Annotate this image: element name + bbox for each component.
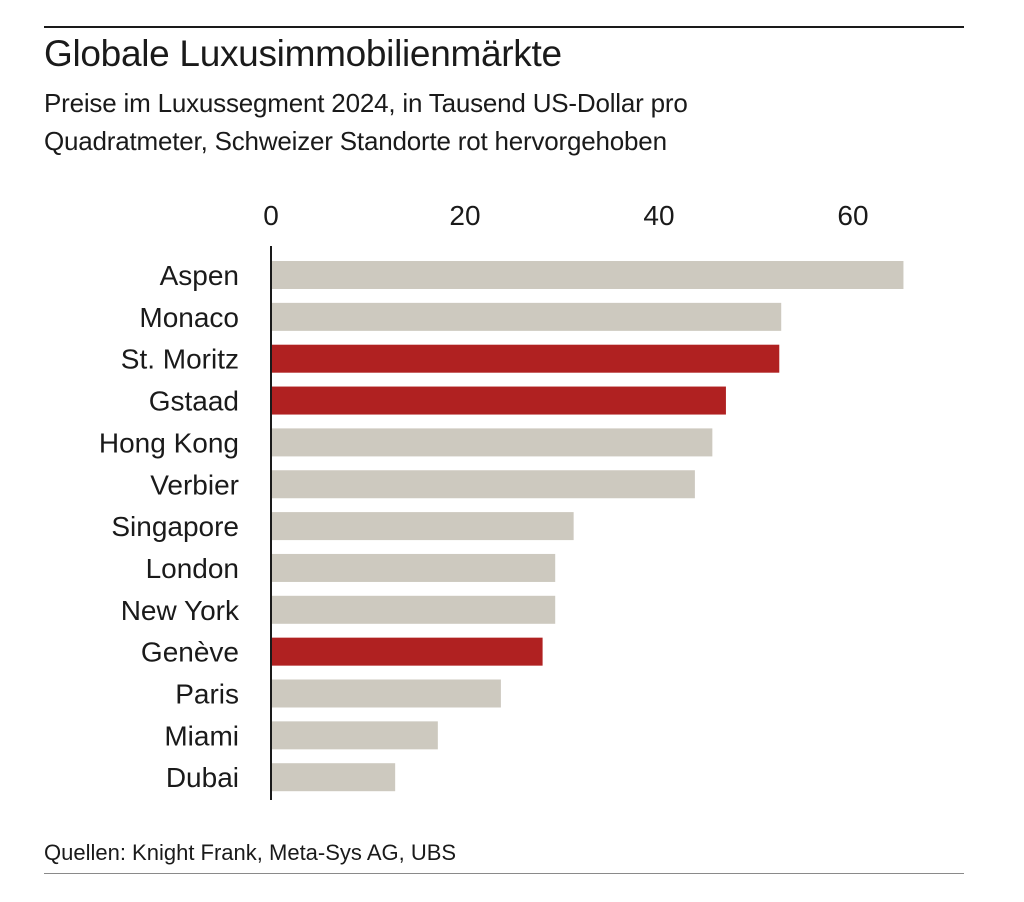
category-label: St. Moritz xyxy=(121,344,239,375)
category-label: Singapore xyxy=(111,511,239,542)
chart-subtitle: Preise im Luxussegment 2024, in Tausend … xyxy=(44,88,688,156)
bar-gen-ve xyxy=(271,637,543,666)
category-label: Miami xyxy=(164,720,239,751)
bar-verbier xyxy=(271,470,695,499)
bar-hong-kong xyxy=(271,428,713,457)
category-label: Monaco xyxy=(139,302,239,333)
category-label: Paris xyxy=(175,679,239,710)
bar-dubai xyxy=(271,763,396,792)
bar-miami xyxy=(271,721,438,750)
category-label: London xyxy=(146,553,239,584)
category-label: New York xyxy=(121,595,240,626)
x-tick-label: 40 xyxy=(643,200,674,231)
category-label: Gstaad xyxy=(149,386,239,417)
category-label: Genève xyxy=(141,637,239,668)
bar-monaco xyxy=(271,302,782,331)
x-axis-ticks: 0 20 40 60 xyxy=(263,200,868,231)
bar-aspen xyxy=(271,261,904,289)
bar-new-york xyxy=(271,595,556,624)
category-label: Dubai xyxy=(166,762,239,793)
x-tick-label: 20 xyxy=(449,200,480,231)
chart-title: Globale Luxusimmobilienmärkte xyxy=(44,33,562,74)
source-note: Quellen: Knight Frank, Meta-Sys AG, UBS xyxy=(44,840,457,865)
x-tick-label: 60 xyxy=(837,200,868,231)
x-tick-label: 0 xyxy=(263,200,279,231)
bar-st-moritz xyxy=(271,344,780,373)
category-label: Hong Kong xyxy=(99,427,239,458)
bars xyxy=(271,261,904,792)
category-label: Verbier xyxy=(150,469,239,500)
bar-paris xyxy=(271,679,501,708)
top-rule xyxy=(44,26,964,28)
category-labels: Aspen Monaco St. Moritz Gstaad Hong Kong Verb… xyxy=(99,260,240,793)
bar-gstaad xyxy=(271,386,726,415)
bar-london xyxy=(271,553,556,582)
bar-singapore xyxy=(271,512,574,541)
category-label: Aspen xyxy=(160,260,239,291)
bottom-rule xyxy=(44,873,964,874)
